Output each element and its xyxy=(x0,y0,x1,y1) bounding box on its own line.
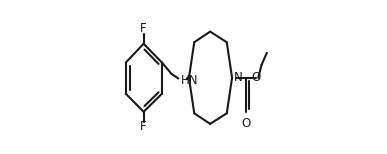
Text: HN: HN xyxy=(181,74,198,87)
Text: F: F xyxy=(140,22,147,35)
Text: N: N xyxy=(234,71,243,84)
Text: F: F xyxy=(140,120,147,133)
Text: O: O xyxy=(252,71,261,83)
Text: O: O xyxy=(242,117,251,130)
